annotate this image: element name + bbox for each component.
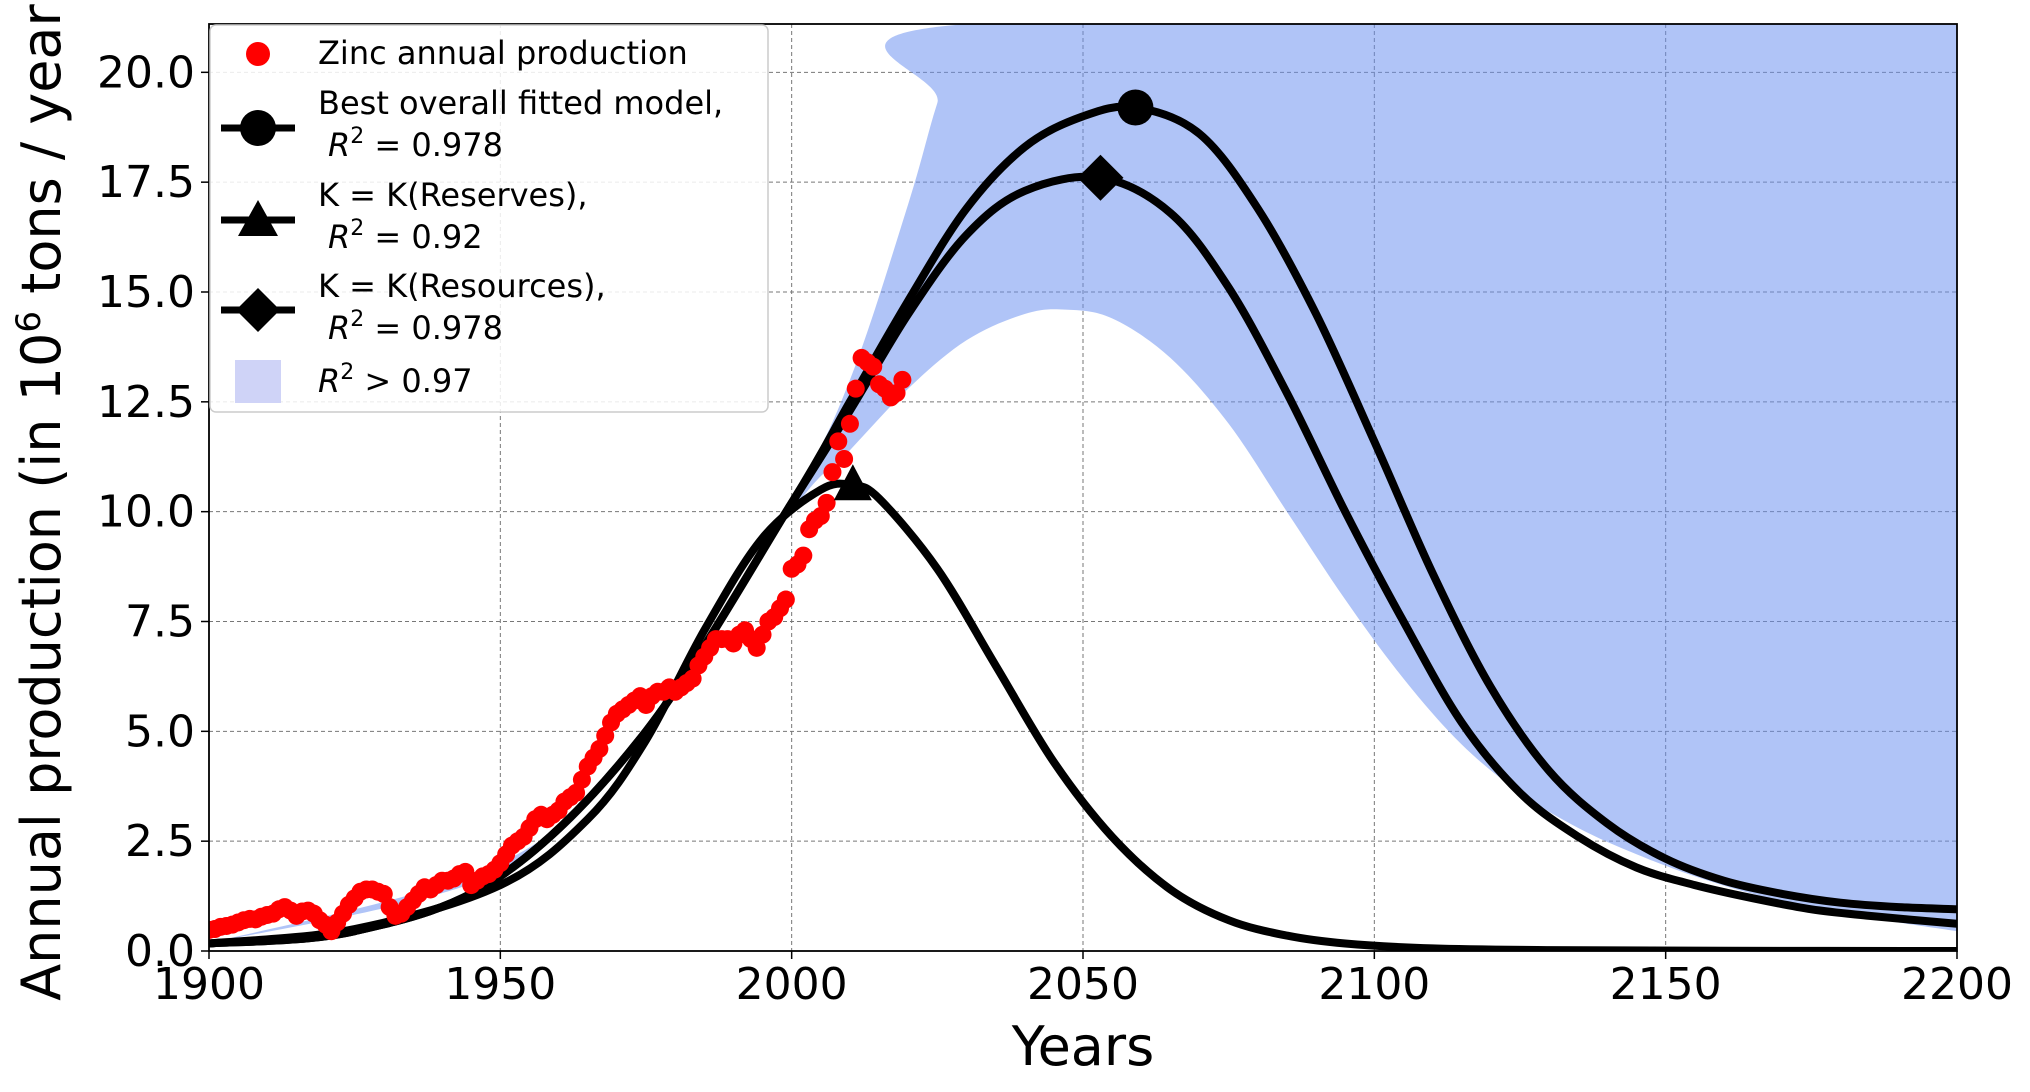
- r2-band-area: [209, 24, 1957, 944]
- y-tick-label-20.0: 20.0: [97, 47, 195, 98]
- legend-box: [209, 24, 769, 413]
- x-tick-label-2100: 2100: [1318, 959, 1430, 1010]
- legend-marker-resources: [236, 288, 280, 332]
- curve-k-k-resources: [209, 172, 1957, 948]
- x-tick-label-2150: 2150: [1610, 959, 1722, 1010]
- curve-k-k-reserves: [209, 479, 1957, 951]
- x-tick-label-2200: 2200: [1901, 959, 2013, 1010]
- data-point-2011: [846, 379, 865, 398]
- y-tick-label-12.5: 12.5: [97, 377, 195, 428]
- data-point-2019: [893, 370, 912, 389]
- y-tick-label-7.5: 7.5: [125, 596, 195, 647]
- y-tick-label-0.0: 0.0: [125, 926, 195, 977]
- legend-marker-best: [240, 110, 276, 146]
- data-point-2014: [864, 357, 883, 376]
- peak-marker-best-overall-fitted-model: [1117, 89, 1154, 126]
- x-tick-label-1900: 1900: [153, 959, 265, 1010]
- curve-layer: [209, 102, 1957, 951]
- r2-band-layer: [209, 24, 1957, 944]
- data-point-1999: [776, 590, 795, 609]
- data-point-2002: [794, 546, 813, 565]
- legend: Zinc annual production Best overall fitt…: [209, 24, 769, 413]
- y-axis-label: Annual production (in 106 tons / year): [9, 0, 73, 1001]
- data-point-2009: [835, 449, 854, 468]
- legend-marker-band: [235, 360, 281, 403]
- legend-label-best-line2: R2 = 0.978: [328, 124, 503, 164]
- y-axis-label-suffix: tons / year): [10, 0, 73, 311]
- data-point-2006: [817, 493, 836, 512]
- data-point-2007: [823, 463, 842, 482]
- axis-ticks: 1900 1950 2000 2050 2100 2150 2200 0.0 2.5 5.0 7.5…: [97, 47, 2013, 1010]
- legend-label-data: Zinc annual production: [318, 34, 688, 72]
- x-tick-label-2050: 2050: [1027, 959, 1139, 1010]
- legend-label-best-line1: Best overall fitted model,: [318, 84, 723, 122]
- peak-marker-k-k-reserves: [833, 464, 872, 501]
- y-tick-label-5.0: 5.0: [125, 706, 195, 757]
- legend-label-reserves-line1: K = K(Reserves),: [318, 176, 588, 214]
- x-tick-label-1950: 1950: [444, 959, 556, 1010]
- legend-label-resources-line2: R2 = 0.978: [328, 307, 503, 347]
- y-tick-label-15.0: 15.0: [97, 267, 195, 318]
- y-tick-label-10.0: 10.0: [97, 487, 195, 538]
- scatter-layer: [209, 348, 912, 941]
- y-tick-label-2.5: 2.5: [125, 816, 195, 867]
- x-axis-label: Years: [1011, 1015, 1154, 1078]
- peak-marker-k-k-resources: [1077, 154, 1124, 201]
- x-tick-label-2000: 2000: [736, 959, 848, 1010]
- y-tick-label-17.5: 17.5: [97, 157, 195, 208]
- legend-label-band: R2 > 0.97: [318, 360, 473, 400]
- legend-label-resources-line1: K = K(Resources),: [318, 267, 606, 305]
- peak-marker-layer: [833, 89, 1154, 501]
- data-point-2008: [829, 432, 848, 451]
- y-axis-label-superscript: 6: [9, 311, 49, 333]
- legend-marker-data: [246, 42, 270, 66]
- legend-marker-reserves: [238, 200, 278, 236]
- data-point-2010: [840, 414, 859, 433]
- legend-label-reserves-line2: R2 = 0.92: [328, 216, 483, 256]
- y-axis-label-prefix: Annual production (in 10: [10, 333, 73, 1001]
